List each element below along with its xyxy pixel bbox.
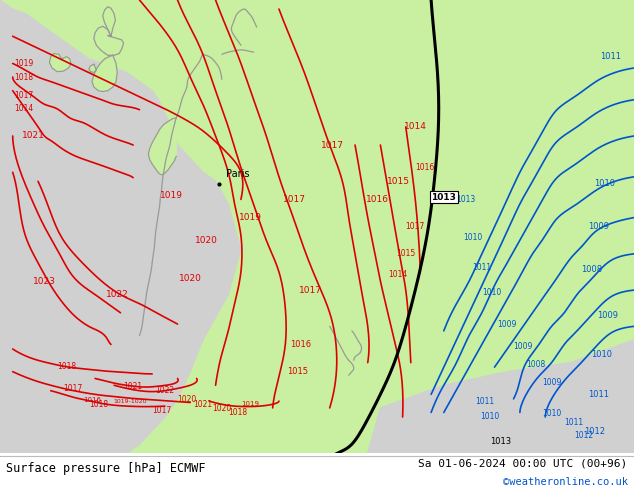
Text: 1009: 1009 [514, 342, 533, 351]
Text: 1018: 1018 [15, 73, 34, 81]
Polygon shape [368, 340, 634, 453]
Text: 1012: 1012 [585, 427, 605, 436]
Text: 1017: 1017 [321, 141, 344, 149]
Text: 1010: 1010 [481, 413, 500, 421]
Text: 1021: 1021 [193, 400, 212, 409]
Text: 1015: 1015 [387, 177, 410, 186]
Text: 1020: 1020 [195, 236, 217, 245]
Text: 1020: 1020 [178, 395, 197, 404]
Text: 1022: 1022 [106, 290, 129, 299]
Text: 1017: 1017 [406, 222, 425, 231]
Text: 1019: 1019 [242, 401, 259, 407]
Text: 1013: 1013 [456, 195, 476, 204]
Text: 1019: 1019 [15, 59, 34, 68]
Text: 1016: 1016 [366, 195, 389, 204]
Text: ©weatheronline.co.uk: ©weatheronline.co.uk [503, 477, 628, 487]
Polygon shape [103, 7, 115, 36]
Text: 1008: 1008 [581, 265, 602, 274]
Text: 1009: 1009 [542, 378, 561, 388]
Polygon shape [0, 0, 241, 453]
Text: 1016: 1016 [415, 163, 434, 172]
Text: 1009: 1009 [498, 319, 517, 329]
Text: 1017: 1017 [283, 195, 306, 204]
Text: 1019: 1019 [239, 213, 262, 222]
Text: 1018: 1018 [89, 400, 108, 409]
Text: 1011: 1011 [588, 390, 609, 399]
Text: 1023: 1023 [33, 276, 56, 286]
Text: Paris: Paris [226, 169, 250, 179]
Text: 1019-1020: 1019-1020 [113, 399, 146, 404]
Text: 1021: 1021 [124, 382, 143, 391]
Text: 1020: 1020 [212, 404, 231, 414]
Text: 1008: 1008 [526, 360, 545, 369]
Text: 1009: 1009 [588, 222, 609, 231]
Text: 1019: 1019 [160, 191, 183, 200]
Text: 1016: 1016 [83, 397, 101, 403]
Text: 1017: 1017 [63, 384, 82, 393]
Text: 1017: 1017 [15, 91, 34, 99]
Polygon shape [148, 118, 176, 175]
Text: 1011: 1011 [476, 396, 495, 406]
Text: 1017: 1017 [299, 286, 322, 294]
Text: 1012: 1012 [574, 431, 593, 440]
Text: 1013: 1013 [431, 193, 456, 202]
Text: 1015: 1015 [396, 249, 415, 258]
Text: Sa 01-06-2024 00:00 UTC (00+96): Sa 01-06-2024 00:00 UTC (00+96) [418, 459, 628, 468]
Text: 1014: 1014 [15, 104, 34, 113]
Text: 1020: 1020 [179, 274, 202, 283]
Text: 1010: 1010 [591, 350, 612, 359]
Text: 1018: 1018 [228, 408, 247, 417]
Text: 1021: 1021 [22, 131, 45, 141]
Text: 1014: 1014 [389, 270, 408, 279]
Text: 1017: 1017 [152, 406, 171, 415]
Polygon shape [94, 26, 124, 55]
Text: 1015: 1015 [287, 367, 309, 376]
Text: 1010: 1010 [482, 288, 501, 297]
Text: 1010: 1010 [542, 409, 561, 418]
Text: 1011: 1011 [472, 263, 491, 272]
Text: 1014: 1014 [404, 122, 427, 131]
Text: Surface pressure [hPa] ECMWF: Surface pressure [hPa] ECMWF [6, 462, 206, 475]
Text: 1018: 1018 [57, 362, 76, 371]
Text: 1011: 1011 [600, 52, 621, 61]
Text: 1016: 1016 [290, 340, 312, 349]
Text: 1010: 1010 [594, 179, 615, 188]
Polygon shape [89, 64, 96, 73]
Text: 1010: 1010 [463, 233, 482, 243]
Text: 1009: 1009 [597, 311, 618, 319]
Text: 1013: 1013 [490, 438, 512, 446]
Text: 1022: 1022 [155, 386, 174, 395]
Polygon shape [49, 53, 71, 72]
Polygon shape [92, 55, 117, 92]
Text: 1011: 1011 [564, 418, 583, 427]
